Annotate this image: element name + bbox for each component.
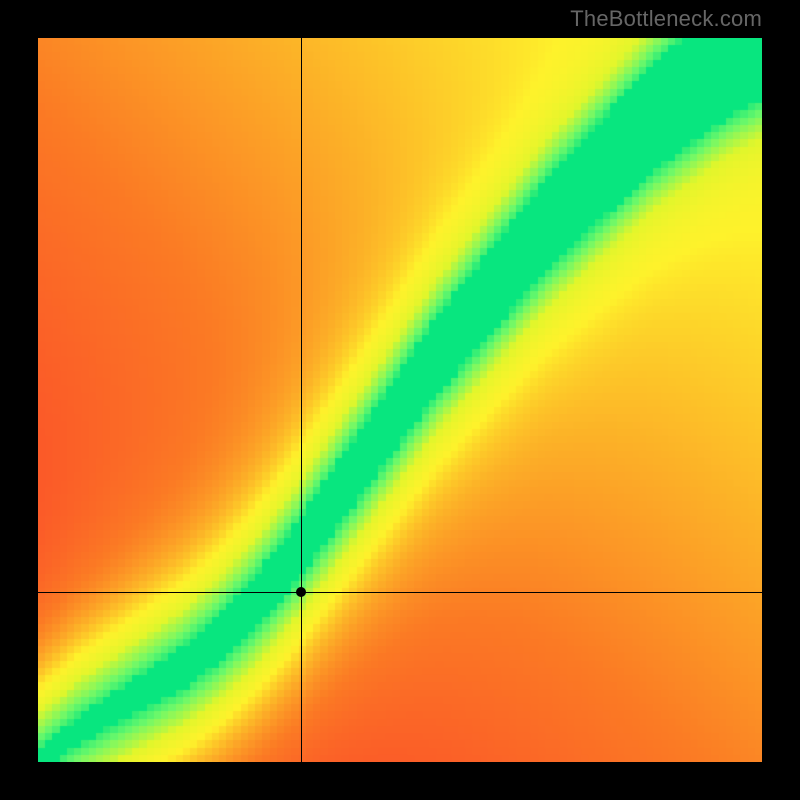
heatmap-plot: [38, 38, 762, 762]
crosshair-horizontal: [38, 592, 762, 593]
figure: TheBottleneck.com: [0, 0, 800, 800]
crosshair-vertical: [301, 38, 302, 762]
watermark-text: TheBottleneck.com: [570, 6, 762, 32]
heatmap-canvas: [38, 38, 762, 762]
crosshair-marker: [296, 587, 306, 597]
